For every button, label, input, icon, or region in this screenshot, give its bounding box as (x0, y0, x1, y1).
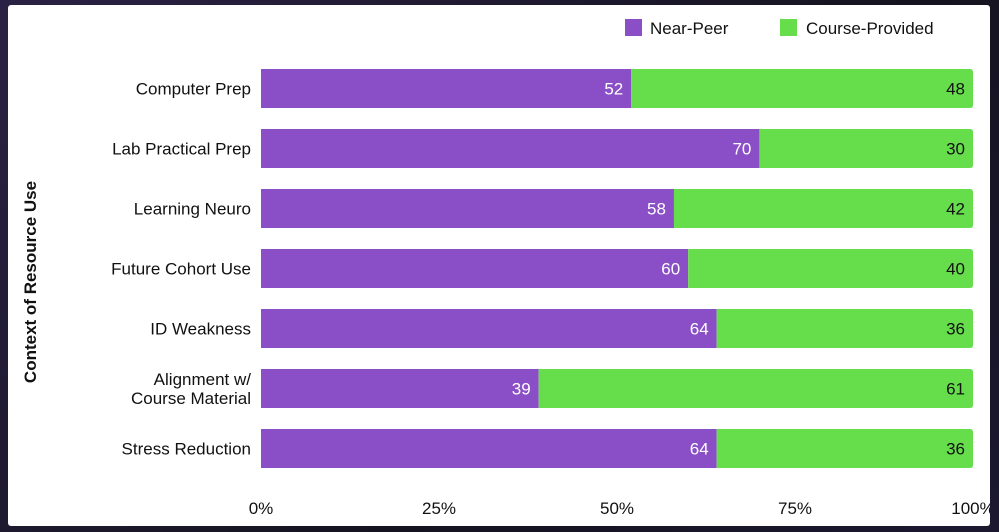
legend-label: Course-Provided (806, 19, 934, 38)
data-label: 40 (946, 260, 965, 279)
data-label: 52 (604, 80, 623, 99)
data-label: 42 (946, 200, 965, 219)
data-label: 36 (946, 320, 965, 339)
bar-segment (759, 129, 973, 168)
bar-segment (673, 189, 973, 228)
x-tick-label: 75% (778, 499, 812, 518)
category-label: Computer Prep (136, 80, 251, 99)
data-label: 64 (690, 440, 709, 459)
bar-segment (261, 249, 689, 288)
data-label: 36 (946, 440, 965, 459)
category-label: Future Cohort Use (111, 260, 251, 279)
bar-group: 52 48 70 30 58 42 60 40 64 36 39 61 64 36 (261, 69, 973, 468)
data-label: 70 (732, 140, 751, 159)
x-tick-label: 100% (951, 499, 990, 518)
bar-segment (688, 249, 973, 288)
data-label: 64 (690, 320, 709, 339)
x-tick-label: 0% (249, 499, 274, 518)
bar-segment (261, 369, 539, 408)
bar-segment (261, 69, 632, 108)
bar-segment (261, 189, 674, 228)
legend-swatch (780, 19, 797, 36)
bar-segment (261, 309, 717, 348)
data-label: 30 (946, 140, 965, 159)
category-label: Learning Neuro (134, 200, 251, 219)
chart-panel: Near-Peer Course-Provided Context of Reso… (8, 5, 995, 526)
bar-segment (716, 429, 973, 468)
legend-label: Near-Peer (650, 19, 729, 38)
category-labels: Computer Prep Lab Practical Prep Learning … (111, 80, 251, 459)
bar-segment (716, 309, 973, 348)
category-label: Stress Reduction (122, 440, 251, 459)
category-label: Alignment w/Course Material (131, 370, 251, 408)
bar-segment (261, 129, 760, 168)
data-label: 48 (946, 80, 965, 99)
category-label: ID Weakness (150, 320, 251, 339)
chart-legend: Near-Peer Course-Provided (625, 19, 934, 38)
bar-segment (261, 429, 717, 468)
x-tick-label: 50% (600, 499, 634, 518)
x-tick-label: 25% (422, 499, 456, 518)
bar-segment (631, 69, 973, 108)
legend-swatch (625, 19, 642, 36)
data-label: 61 (946, 380, 965, 399)
data-label: 60 (661, 260, 680, 279)
category-label: Lab Practical Prep (112, 140, 251, 159)
bar-segment (538, 369, 973, 408)
stacked-bar-chart: Near-Peer Course-Provided Context of Reso… (21, 19, 995, 518)
data-label: 58 (647, 200, 666, 219)
data-label: 39 (512, 380, 531, 399)
x-axis-ticks: 0% 25% 50% 75% 100% (249, 499, 995, 518)
y-axis-label: Context of Resource Use (21, 181, 40, 383)
